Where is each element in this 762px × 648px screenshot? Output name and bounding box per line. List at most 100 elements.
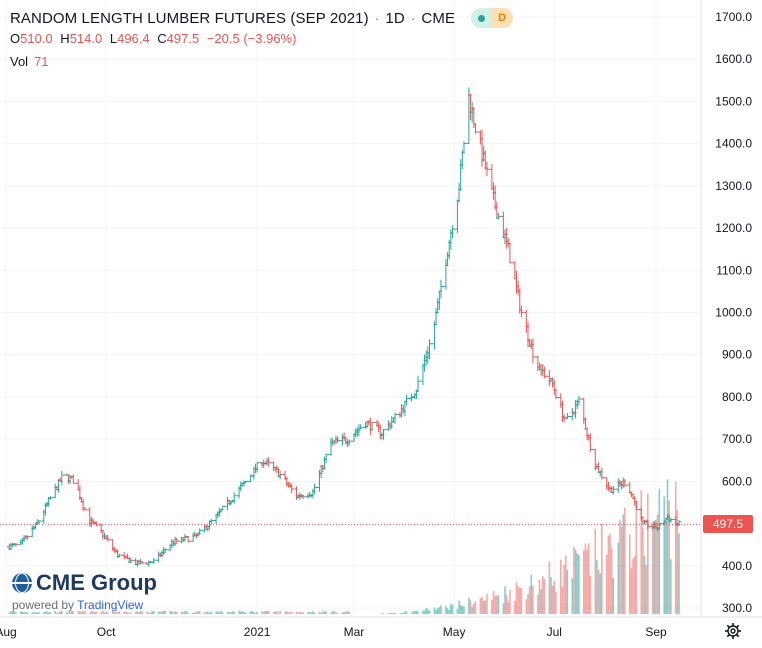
y-tick-label: 700.0 bbox=[722, 432, 752, 446]
volume-bar bbox=[433, 607, 436, 614]
volume-bar bbox=[308, 612, 311, 614]
volume-bar bbox=[10, 611, 12, 614]
y-tick-label: 400.0 bbox=[722, 559, 752, 573]
change-value: −20.5 (−3.96%) bbox=[206, 31, 297, 46]
x-tick-label: Aug bbox=[0, 625, 17, 639]
volume-bar bbox=[438, 607, 441, 614]
volume-bar bbox=[129, 612, 132, 614]
volume-bar bbox=[504, 586, 506, 614]
volume-bar bbox=[126, 612, 129, 614]
volume-bar bbox=[149, 612, 152, 614]
volume-bar bbox=[330, 612, 332, 614]
volume-bar bbox=[302, 612, 304, 614]
y-tick-label: 1400.0 bbox=[715, 137, 752, 151]
volume-bar bbox=[497, 595, 500, 614]
volume-bar bbox=[517, 586, 519, 614]
volume-bar bbox=[474, 601, 477, 614]
volume-bar bbox=[312, 611, 314, 614]
volume-bar bbox=[607, 535, 610, 614]
volume-bar bbox=[284, 611, 286, 614]
volume-bar bbox=[24, 612, 27, 614]
volume-bar bbox=[436, 608, 439, 614]
tradingview-link[interactable]: TradingView bbox=[77, 598, 144, 612]
volume-bar bbox=[47, 612, 50, 614]
volume-bar bbox=[207, 611, 209, 614]
volume-bar bbox=[605, 554, 608, 614]
volume-bar bbox=[624, 507, 626, 614]
delayed-badge[interactable]: D bbox=[491, 8, 514, 28]
volume-bar bbox=[157, 611, 160, 614]
last-price-tag: 497.5 bbox=[703, 515, 753, 533]
volume-bar bbox=[134, 611, 137, 614]
volume-bar bbox=[299, 611, 301, 614]
cme-group-wordmark: CME Group bbox=[12, 570, 157, 596]
volume-bar bbox=[561, 586, 564, 614]
close-value: 497.5 bbox=[166, 31, 200, 46]
volume-bar bbox=[415, 610, 418, 614]
y-tick-label: 1200.0 bbox=[715, 221, 752, 235]
volume-bar bbox=[8, 612, 11, 614]
volume-bar bbox=[233, 611, 235, 614]
y-tick-label: 900.0 bbox=[722, 348, 752, 362]
volume-bar bbox=[106, 612, 109, 614]
volume-bar bbox=[83, 610, 86, 614]
volume-bar bbox=[647, 493, 649, 614]
volume-bar bbox=[412, 611, 414, 614]
volume-bar bbox=[674, 481, 677, 614]
volume-bar bbox=[320, 612, 322, 614]
volume-bar bbox=[389, 613, 391, 614]
volume-bar bbox=[599, 573, 602, 614]
volume-bar bbox=[148, 612, 150, 614]
globe-icon bbox=[12, 573, 32, 593]
volume-bar bbox=[341, 612, 344, 614]
volume-bar bbox=[226, 612, 229, 614]
volume-bar bbox=[333, 610, 336, 614]
high-label: H bbox=[60, 31, 70, 46]
volume-bar bbox=[80, 611, 83, 614]
volume-bar bbox=[594, 529, 597, 614]
y-tick-label: 1600.0 bbox=[715, 52, 752, 66]
volume-bar bbox=[182, 612, 185, 614]
volume-bar bbox=[656, 514, 659, 614]
volume-bar bbox=[251, 611, 254, 614]
volume-bar bbox=[274, 611, 276, 614]
volume-bar bbox=[33, 612, 35, 614]
volume-bar bbox=[610, 548, 613, 614]
symbol-title[interactable]: RANDOM LENGTH LUMBER FUTURES (SEP 2021) bbox=[10, 9, 369, 27]
volume-bar bbox=[192, 612, 194, 614]
volume-bar bbox=[622, 514, 624, 614]
y-tick-label: 800.0 bbox=[722, 390, 752, 404]
volume-bar bbox=[266, 610, 268, 614]
volume-bar bbox=[208, 612, 211, 614]
volume-bar bbox=[331, 611, 334, 614]
volume-bar bbox=[77, 610, 80, 614]
volume-bar bbox=[19, 611, 22, 614]
volume-bar bbox=[428, 610, 431, 614]
volume-bar bbox=[203, 612, 206, 614]
volume-bar bbox=[448, 610, 450, 614]
x-tick-label: Jul bbox=[547, 625, 562, 639]
volume-bar bbox=[538, 579, 541, 614]
volume-bar bbox=[139, 610, 142, 614]
volume-bar bbox=[473, 603, 475, 614]
cme-logo[interactable]: CME Group powered by TradingView bbox=[12, 570, 157, 612]
volume-bar bbox=[295, 611, 298, 614]
volume-bar bbox=[645, 565, 647, 614]
eye-icon[interactable] bbox=[471, 8, 492, 28]
volume-bar bbox=[141, 611, 144, 614]
open-value: 510.0 bbox=[20, 31, 53, 46]
volume-bar bbox=[346, 611, 349, 614]
volume-bar bbox=[597, 569, 600, 614]
volume-bar bbox=[172, 612, 175, 614]
volume-bar bbox=[469, 600, 472, 614]
gear-icon[interactable] bbox=[724, 622, 742, 640]
interval-label[interactable]: 1D bbox=[385, 9, 405, 27]
volume-bar bbox=[609, 533, 611, 614]
volume-bar bbox=[399, 613, 401, 614]
low-label: L bbox=[109, 31, 118, 46]
volume-bar bbox=[582, 550, 585, 614]
volume-bar bbox=[653, 520, 656, 614]
volume-bar bbox=[612, 577, 615, 614]
